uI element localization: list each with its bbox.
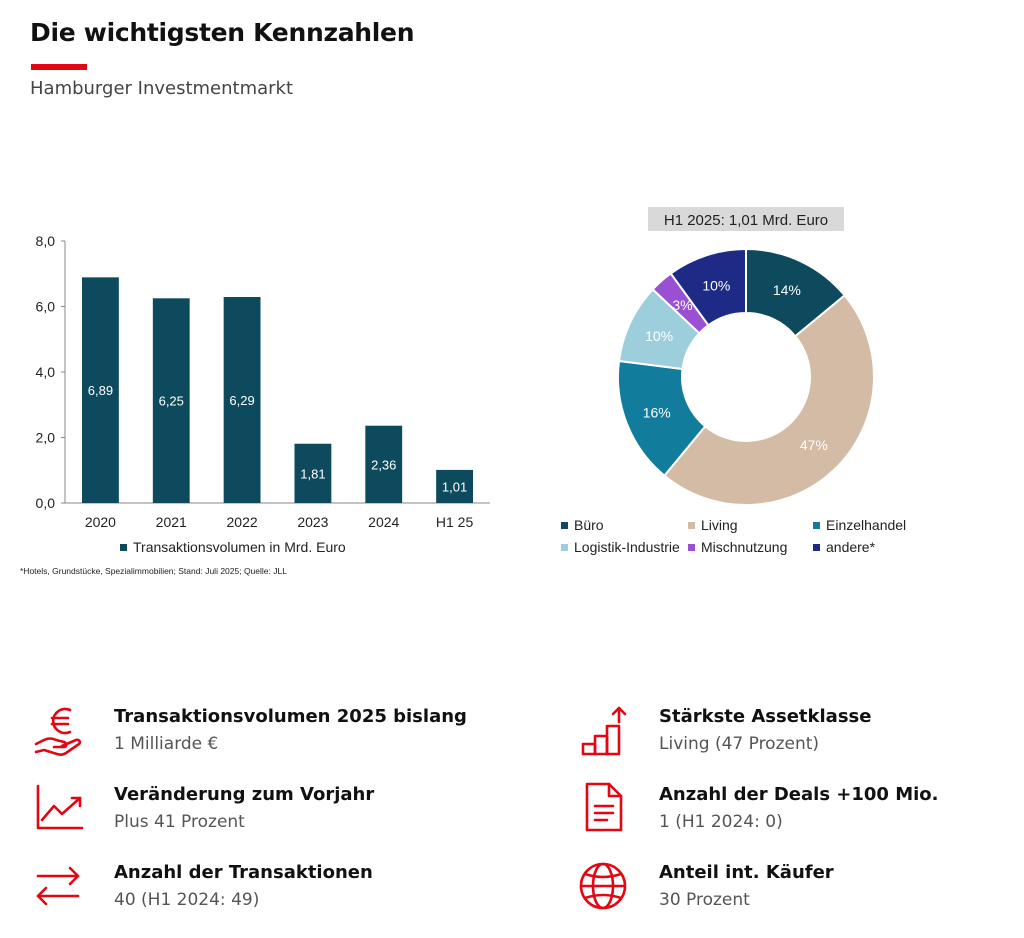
bar-chart: 0,0 2,0 4,0 6,0 8,0 6,89 2020 6,25 2021 6,29 2022 1…	[36, 233, 490, 530]
exchange-arrows-icon	[36, 866, 80, 906]
legend-swatch	[688, 521, 695, 529]
y-tick-label: 4,0	[36, 364, 56, 380]
donut-data-label: 16%	[643, 404, 671, 420]
legend-item-einzelhandel: Einzelhandel	[813, 517, 906, 533]
legend-item-andere: andere*	[813, 539, 875, 555]
legend-item-logistik: Logistik-Industrie	[561, 539, 680, 555]
kpi-title: Stärkste Assetklasse	[659, 706, 872, 727]
kpi-title: Veränderung zum Vorjahr	[114, 784, 375, 805]
bar	[152, 298, 190, 503]
kpi-anteil-int-kaeufer: Anteil int. Käufer 30 Prozent	[575, 860, 1015, 920]
x-tick-label: 2024	[368, 514, 399, 530]
page-title: Die wichtigsten Kennzahlen	[30, 18, 415, 47]
donut-title: H1 2025: 1,01 Mrd. Euro	[664, 212, 828, 229]
title-accent-bar	[31, 64, 87, 70]
document-icon	[585, 782, 623, 832]
euro-hand-icon	[34, 707, 82, 756]
kpi-value: 1 Milliarde €	[114, 734, 219, 754]
legend-swatch	[813, 543, 820, 551]
x-tick-label: 2021	[156, 514, 187, 530]
x-tick-label: 2022	[227, 514, 258, 530]
chart-footnote: *Hotels, Grundstücke, Spezialimmobilien;…	[20, 566, 287, 576]
legend-item-mischnutzung: Mischnutzung	[688, 539, 787, 555]
kpi-value: Living (47 Prozent)	[659, 734, 820, 754]
bar-data-label: 1,01	[442, 479, 467, 494]
donut-data-label: 3%	[672, 297, 692, 313]
donut-slice	[663, 294, 875, 506]
legend-item-buero: Büro	[561, 517, 604, 533]
donut-slice	[669, 247, 747, 327]
donut-data-label: 47%	[800, 437, 828, 453]
legend-swatch	[813, 521, 820, 529]
x-tick-label: H1 25	[436, 514, 474, 530]
legend-swatch	[561, 543, 568, 551]
kpi-title: Anteil int. Käufer	[659, 862, 834, 883]
legend-label: Mischnutzung	[701, 539, 788, 555]
bar-data-label: 6,25	[159, 394, 184, 409]
legend-swatch	[561, 521, 568, 529]
legend-label: Living	[701, 517, 738, 533]
kpi-value: Plus 41 Prozent	[114, 812, 245, 832]
charts-canvas: 0,0 2,0 4,0 6,0 8,0 6,89 2020 6,25 2021 6,29 2022 1…	[36, 207, 875, 530]
y-tick-label: 6,0	[36, 299, 56, 315]
kpi-anzahl-deals: Anzahl der Deals +100 Mio. 1 (H1 2024: 0…	[575, 782, 1015, 842]
x-tick-label: 2020	[85, 514, 116, 530]
legend-label: Büro	[574, 517, 604, 533]
legend-swatch	[688, 543, 695, 551]
bar-steps-icon	[581, 706, 627, 756]
kpi-value: 1 (H1 2024: 0)	[659, 812, 783, 832]
donut-data-label: 10%	[645, 328, 673, 344]
kpi-value: 40 (H1 2024: 49)	[114, 890, 260, 910]
legend-label: Einzelhandel	[826, 517, 907, 533]
kpi-transaktionsvolumen: Transaktionsvolumen 2025 bislang 1 Milli…	[30, 704, 470, 764]
legend-label: andere*	[826, 539, 876, 555]
bar	[223, 297, 261, 503]
kpi-value: 30 Prozent	[659, 890, 750, 910]
bar-data-label: 6,29	[229, 393, 254, 408]
bar-chart-legend: Transaktionsvolumen in Mrd. Euro	[120, 539, 346, 555]
trend-chart-icon	[36, 784, 84, 830]
y-tick-label: 8,0	[36, 233, 56, 249]
bar-data-label: 1,81	[300, 466, 325, 481]
bar	[294, 443, 332, 503]
legend-label: Transaktionsvolumen in Mrd. Euro	[133, 539, 346, 555]
bar	[436, 469, 473, 503]
bar	[365, 425, 403, 503]
kpi-title: Anzahl der Deals +100 Mio.	[659, 784, 939, 805]
legend-label: Logistik-Industrie	[574, 539, 680, 555]
kpi-title: Transaktionsvolumen 2025 bislang	[114, 706, 467, 727]
bar	[82, 277, 119, 503]
y-tick-label: 2,0	[36, 430, 56, 446]
globe-icon	[579, 862, 627, 910]
y-tick-label: 0,0	[36, 495, 56, 511]
donut-data-label: 14%	[773, 282, 801, 298]
bar-data-label: 2,36	[371, 457, 396, 472]
donut-data-label: 10%	[702, 278, 730, 294]
page-subtitle: Hamburger Investmentmarkt	[30, 78, 294, 99]
legend-item-living: Living	[688, 517, 738, 533]
kpi-anzahl-transaktionen: Anzahl der Transaktionen 40 (H1 2024: 49…	[30, 860, 470, 920]
legend-swatch	[120, 543, 127, 551]
kpi-title: Anzahl der Transaktionen	[114, 862, 373, 883]
x-tick-label: 2023	[297, 514, 328, 530]
donut-title-box	[648, 207, 844, 231]
donut-chart: H1 2025: 1,01 Mrd. Euro 14% 47% 16% 10% 3% 10%	[617, 207, 875, 506]
kpi-veraenderung-vorjahr: Veränderung zum Vorjahr Plus 41 Prozent	[30, 782, 470, 842]
bar-data-label: 6,89	[88, 383, 113, 398]
kpi-staerkste-assetklasse: Stärkste Assetklasse Living (47 Prozent)	[575, 704, 1015, 764]
